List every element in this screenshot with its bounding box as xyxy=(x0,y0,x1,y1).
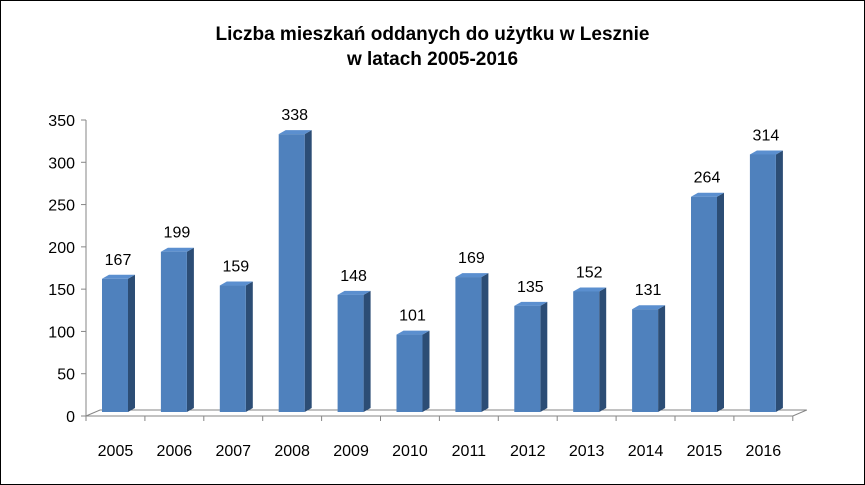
bar-side xyxy=(422,330,430,412)
bar-top xyxy=(219,281,253,286)
bar-front xyxy=(455,277,482,412)
bar-side xyxy=(363,290,371,412)
bar-side xyxy=(304,130,312,413)
bar-front xyxy=(219,285,246,412)
bar xyxy=(160,247,194,412)
bar xyxy=(632,305,666,412)
x-tick-label: 2009 xyxy=(333,443,369,460)
bar xyxy=(278,130,312,413)
y-tick-label: 150 xyxy=(48,282,75,299)
data-label: 338 xyxy=(281,107,308,124)
x-tick-label: 2015 xyxy=(687,443,723,460)
bar-side xyxy=(245,281,253,412)
bar-top xyxy=(337,290,371,295)
bar-top xyxy=(455,273,489,278)
data-label: 148 xyxy=(340,268,367,285)
x-tick-label: 2008 xyxy=(274,443,310,460)
bar-front xyxy=(691,196,717,412)
bar-front xyxy=(514,305,541,412)
bar-top xyxy=(396,330,430,335)
chart-title-line-2: w latach 2005-2016 xyxy=(346,49,519,70)
y-tick-label: 200 xyxy=(48,240,75,257)
chart-axes: 0 50 100 150 200 250 300 350 xyxy=(48,113,807,426)
chart-title: Liczba mieszkań oddanych do użytku w Les… xyxy=(0,22,865,72)
chart-bars xyxy=(102,130,783,413)
y-tick-label: 300 xyxy=(48,155,75,172)
bar-top xyxy=(749,150,783,155)
bar-front xyxy=(337,294,364,412)
data-label: 314 xyxy=(753,127,780,144)
data-label: 101 xyxy=(399,308,426,325)
bar-side xyxy=(481,273,489,412)
data-label: 169 xyxy=(458,250,485,267)
data-label: 159 xyxy=(222,259,249,276)
bar-front xyxy=(632,309,659,412)
bar xyxy=(102,274,135,412)
bar-side xyxy=(128,274,135,412)
x-tick-label: 2013 xyxy=(569,443,605,460)
bar-front xyxy=(278,134,305,413)
bar-side xyxy=(775,150,783,412)
bar xyxy=(455,273,489,412)
y-tick-label: 100 xyxy=(48,324,75,341)
data-label: 199 xyxy=(164,225,191,242)
bar xyxy=(337,290,371,412)
data-label: 264 xyxy=(694,170,721,187)
x-tick-label: 2010 xyxy=(392,443,428,460)
bar-side xyxy=(717,192,724,412)
bar-top xyxy=(632,305,666,310)
bar-top xyxy=(278,130,312,135)
bar xyxy=(219,281,253,412)
y-tick-label: 250 xyxy=(48,198,75,215)
bar-side xyxy=(186,247,194,412)
bar-side xyxy=(599,287,607,412)
bar-front xyxy=(102,278,128,412)
y-tick-label: 0 xyxy=(66,409,75,426)
bar xyxy=(749,150,783,412)
x-tick-label: 2011 xyxy=(452,443,487,460)
x-tick-label: 2016 xyxy=(746,443,782,460)
y-tick-label: 350 xyxy=(48,113,75,130)
bar-top xyxy=(102,274,135,279)
chart-title-line-1: Liczba mieszkań oddanych do użytku w Les… xyxy=(215,24,650,45)
bar-top xyxy=(160,247,194,252)
x-tick-label: 2006 xyxy=(157,443,193,460)
bar-front xyxy=(160,251,187,412)
data-label: 135 xyxy=(517,279,544,296)
chart-labels: 167 2005 199 2006 159 2007 338 2008 148 2009 101 20… xyxy=(98,107,782,460)
x-tick-label: 2005 xyxy=(98,443,134,460)
bar-front xyxy=(396,334,423,412)
bar-front xyxy=(573,291,600,412)
bar xyxy=(396,330,430,412)
bar xyxy=(514,301,548,412)
bar xyxy=(573,287,607,412)
data-label: 167 xyxy=(105,252,132,269)
x-tick-label: 2014 xyxy=(628,443,664,460)
bar-front xyxy=(749,154,776,412)
bar xyxy=(691,192,724,412)
bar-top xyxy=(514,301,548,306)
bar-side xyxy=(658,305,666,412)
bar-top xyxy=(573,287,607,292)
data-label: 152 xyxy=(576,264,603,281)
bar-top xyxy=(691,192,724,197)
y-tick-label: 50 xyxy=(57,367,75,384)
x-tick-label: 2012 xyxy=(510,443,546,460)
data-label: 131 xyxy=(635,282,662,299)
x-tick-label: 2007 xyxy=(215,443,251,460)
bar-side xyxy=(540,301,548,412)
